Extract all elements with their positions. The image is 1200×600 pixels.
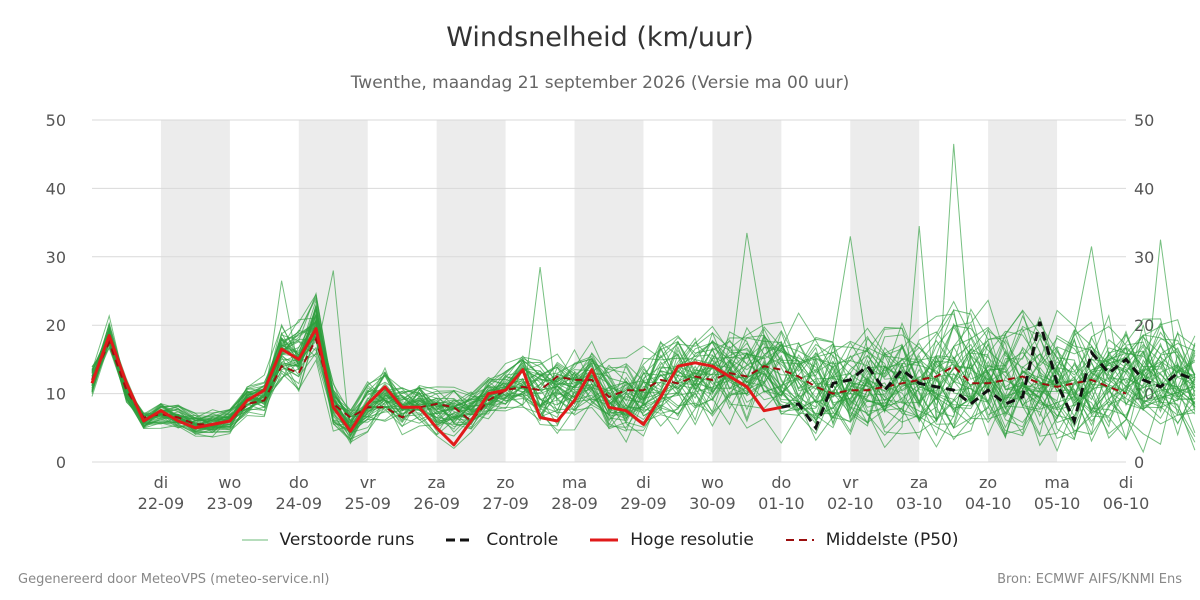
x-tick-day: ma xyxy=(1044,473,1069,492)
x-tick-day: zo xyxy=(497,473,515,492)
x-tick-date: 06-10 xyxy=(1103,494,1150,513)
x-tick-date: 23-09 xyxy=(207,494,254,513)
ensemble-member-line xyxy=(91,309,1196,445)
x-tick-day: vr xyxy=(842,473,858,492)
x-tick-day: za xyxy=(428,473,446,492)
x-tick-day: di xyxy=(636,473,651,492)
x-tick-day: di xyxy=(154,473,169,492)
y-tick-label-right: 30 xyxy=(1134,248,1154,267)
x-tick-date: 03-10 xyxy=(896,494,943,513)
legend-label-hires: Hoge resolutie xyxy=(630,530,754,550)
x-tick-day: zo xyxy=(979,473,997,492)
legend-label-median: Middelste (P50) xyxy=(825,530,959,550)
y-tick-label-right: 50 xyxy=(1134,111,1154,130)
hires-line xyxy=(90,327,782,447)
median-line xyxy=(91,336,1127,426)
y-tick-label-left: 50 xyxy=(46,111,66,130)
x-tick-date: 01-10 xyxy=(758,494,805,513)
legend-item-median: Middelste (P50) xyxy=(785,530,959,550)
ensemble-member-line xyxy=(91,325,1196,438)
legend-item-hires: Hoge resolutie xyxy=(590,530,754,550)
x-tick-date: 29-09 xyxy=(620,494,667,513)
y-tick-label-left: 0 xyxy=(56,453,66,472)
x-tick-date: 28-09 xyxy=(551,494,598,513)
y-tick-label-left: 20 xyxy=(46,316,66,335)
x-tick-day: wo xyxy=(701,473,724,492)
y-tick-label-left: 40 xyxy=(46,179,66,198)
chart-title: Windsnelheid (km/uur) xyxy=(446,22,754,53)
ensemble-member-line xyxy=(91,308,1196,441)
legend-label-ensemble: Verstoorde runs xyxy=(279,530,415,550)
footer-source: Bron: ECMWF AIFS/KNMI Ens xyxy=(997,572,1182,587)
legend-item-control: Controle xyxy=(446,530,558,550)
x-tick-day: ma xyxy=(562,473,587,492)
x-tick-date: 27-09 xyxy=(482,494,529,513)
legend-swatch-control xyxy=(446,538,475,542)
ensemble-member-line xyxy=(91,305,1196,433)
chart-subtitle: Twenthe, maandag 21 september 2026 (Vers… xyxy=(350,73,850,93)
x-tick-date: 22-09 xyxy=(138,494,185,513)
day-band xyxy=(160,120,230,462)
x-tick-day: za xyxy=(910,473,928,492)
x-tick-date: 02-10 xyxy=(827,494,874,513)
x-tick-day: wo xyxy=(218,473,241,492)
legend-swatch-hires xyxy=(590,538,619,542)
y-tick-label-left: 10 xyxy=(46,385,66,404)
x-tick-date: 25-09 xyxy=(344,494,391,513)
x-tick-date: 04-10 xyxy=(965,494,1012,513)
y-tick-label-right: 40 xyxy=(1134,179,1154,198)
ensemble-member-line xyxy=(91,319,1195,447)
y-tick-label-left: 30 xyxy=(46,248,66,267)
legend-swatch-median xyxy=(785,539,814,541)
legend: Verstoorde runs Controle Hoge resolutie … xyxy=(0,530,1200,550)
x-tick-date: 24-09 xyxy=(276,494,323,513)
legend-swatch-ensemble xyxy=(241,539,268,541)
x-tick-date: 30-09 xyxy=(689,494,736,513)
x-tick-day: vr xyxy=(360,473,376,492)
legend-item-ensemble: Verstoorde runs xyxy=(241,530,415,550)
y-tick-label-right: 0 xyxy=(1134,453,1144,472)
x-tick-date: 26-09 xyxy=(413,494,460,513)
x-tick-date: 05-10 xyxy=(1034,494,1081,513)
control-line xyxy=(781,321,1196,431)
x-tick-day: di xyxy=(1119,473,1134,492)
x-tick-day: do xyxy=(771,473,791,492)
legend-label-control: Controle xyxy=(486,530,559,550)
footer-credit: Gegenereerd door MeteoVPS (meteo-service… xyxy=(18,572,330,587)
y-tick-label-right: 20 xyxy=(1134,316,1154,335)
x-tick-day: do xyxy=(289,473,309,492)
